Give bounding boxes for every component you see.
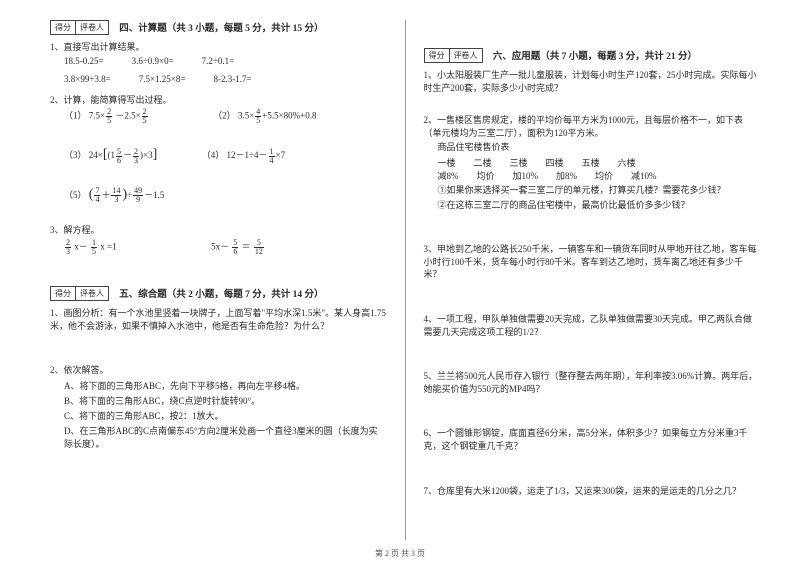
s4-q3b-mid: ＝: [242, 242, 251, 252]
s5-q2-A: A、将下面的三角形ABC，先向下平移5格，再向左平移4格。: [64, 379, 387, 392]
s4-q3a-pre: x－: [74, 242, 88, 252]
s4-q2-i5a: ＋: [101, 190, 110, 200]
rate-1: 减8%: [438, 169, 459, 182]
s5-q1: 1、画图分析：有一个水池里竖着一块牌子，上面写着"平均水深1.5米"。某人身高1…: [50, 307, 387, 332]
score-label: 得分: [51, 21, 76, 34]
s6-q2-sub2: ②在这栋三室二厅的商品住宅楼中，最高价比最低价多多少钱？: [438, 199, 761, 212]
s4-q3-stem: 3、解方程。: [50, 224, 387, 237]
s4-q2-i5-label: （5）: [64, 190, 87, 200]
s6-q1: 1、小太阳服装厂生产一批儿童服装，计划每小时生产120套，25小时完成。实际每小…: [424, 69, 761, 94]
floor-3: 三楼: [510, 156, 528, 169]
s4-q2-row1: （1） 7.5×25 －2.5×25 （2） 3.5×45+5.5×80%+0.…: [64, 108, 387, 125]
page-footer: 第 2 页 共 3 页: [0, 548, 800, 559]
s4-q2-row2: （3） 24×[(156－23)×3] （4） 12－1÷4－14×7: [64, 145, 387, 165]
s4-q3a-suf: x =1: [100, 242, 116, 252]
section5-title: 五、综合题（共 2 小题，每题 7 分，共计 14 分）: [119, 286, 323, 300]
rate-3: 加10%: [513, 169, 539, 182]
s4-q2-i4a: 12－1÷4－: [227, 150, 268, 160]
rate-5: 均价: [595, 169, 613, 182]
s4-q1-r2b: 7.5×1.25×8=: [139, 74, 186, 84]
s5-q2: 2、依次解答。: [50, 364, 387, 377]
s4-q2-i5c: －1.5: [144, 190, 164, 200]
rate-6: 减10%: [631, 169, 657, 182]
grader-label-6: 评卷人: [450, 49, 482, 62]
s4-q1-r1a: 18.5-0.25=: [64, 56, 104, 66]
floor-1: 一楼: [438, 156, 456, 169]
s4-q2-i3suf: ×3: [143, 150, 153, 160]
s4-q2-stem: 2、计算，能简算得写出过程。: [50, 94, 387, 107]
s6-q2-floors: 一楼 二楼 三楼 四楼 五楼 六楼: [438, 156, 761, 169]
s4-q1-stem: 1、直接写出计算结果。: [50, 41, 387, 54]
score-box-sec5: 得分 评卷人: [50, 286, 109, 301]
s6-q5: 5、兰兰将500元人民币存入银行（整存整去两年期），年利率按3.06%计算。两年…: [424, 370, 761, 395]
s4-q2-i1b: －2.5×: [115, 111, 140, 121]
s5-q2-list: A、将下面的三角形ABC，先向下平移5格，再向左平移4格。 B、将下面的三角形A…: [50, 379, 387, 450]
grader-label-5: 评卷人: [76, 287, 108, 300]
s4-q2-i2a: 3.5×: [238, 111, 254, 121]
s4-q2-i3-label: （3）: [64, 150, 87, 160]
grader-label: 评卷人: [76, 21, 108, 34]
score-label-5: 得分: [51, 287, 76, 300]
s5-q2-C: C、将下面的三角形ABC，按2：1放大。: [64, 409, 387, 422]
section4-title: 四、计算题（共 3 小题，每题 5 分，共计 15 分）: [119, 20, 323, 34]
s5-q2-B: B、将下面的三角形ABC，绕C点逆时针旋转90°。: [64, 394, 387, 407]
s4-q2-i3pre: 24×: [89, 150, 103, 160]
s4-q3-row: 23 x－ 15 x =1 5x－ 56 ＝ 512: [64, 239, 387, 256]
section6-title: 六、应用题（共 7 小题，每题 3 分，共计 21 分）: [493, 48, 697, 62]
s4-q2-i1a: 7.5×: [89, 111, 105, 121]
s4-q1-r2a: 3.8×99+3.8=: [64, 74, 111, 84]
s4-q2-i3a: 1: [111, 150, 116, 160]
s5-q2-D: D、在三角形ABC的C点南偏东45°方向2厘米处画一个直径3厘米的圆（长度为实际…: [64, 424, 387, 450]
floor-5: 五楼: [582, 156, 600, 169]
s6-q7: 7、仓库里有大米1200袋，运走了1/3，又运来300袋，运来的是运走的几分之几…: [424, 485, 761, 498]
s6-q4: 4、一项工程，甲队单独做需要20天完成，乙队单独做需要30天完成。甲乙两队合做需…: [424, 313, 761, 338]
floor-6: 六楼: [618, 156, 636, 169]
s4-q2-row3: （5） (74＋143)÷499－1.5: [64, 185, 387, 205]
s4-q1-r2c: 8-2.3-1.7=: [213, 74, 251, 84]
s6-q2a: 2、一售楼区售房规定，楼的平均价每平方米为1000元，且每层价格不一，如下表（单…: [424, 114, 761, 139]
score-box-sec6: 得分 评卷人: [424, 48, 483, 63]
s4-q2-i2-label: （2）: [213, 111, 236, 121]
s6-q3: 3、甲地到乙地的公路长250千米，一辆客车和一辆货车同时从甲地开往乙地，客车每小…: [424, 243, 761, 281]
s4-q3b-pre: 5x－: [211, 242, 229, 252]
s4-q1-r1c: 7.2÷0.1=: [202, 56, 235, 66]
s6-q2-rates: 减8% 均价 加10% 加8% 均价 减10%: [438, 169, 761, 182]
s4-q2-i3b: －: [123, 150, 132, 160]
score-box-sec4: 得分 评卷人: [50, 20, 109, 35]
floor-4: 四楼: [546, 156, 564, 169]
s4-q2-i5b: ÷: [127, 190, 132, 200]
s4-q2-i4-label: （4）: [202, 150, 225, 160]
rate-4: 加8%: [556, 169, 577, 182]
s6-q2-table-title: 商品住宅楼售价表: [438, 141, 761, 154]
score-label-6: 得分: [425, 49, 450, 62]
s4-q2-i4b: ×7: [276, 150, 286, 160]
s6-q2-sub1: ①如果你来选择买一套三室二厅的单元楼，打算买几楼？需要花多少钱？: [438, 184, 761, 197]
s4-q2-i1-label: （1）: [64, 111, 87, 121]
s4-q1-r1b: 3.6÷0.9×0=: [132, 56, 174, 66]
s6-q6: 6、一个圆锥形钢锭，底面直径6分米，高5分米，体积多少？如果每立方分米重3千克，…: [424, 427, 761, 452]
rate-2: 均价: [477, 169, 495, 182]
floor-2: 二楼: [474, 156, 492, 169]
s4-q2-i2b: +5.5×80%+0.8: [262, 111, 316, 121]
